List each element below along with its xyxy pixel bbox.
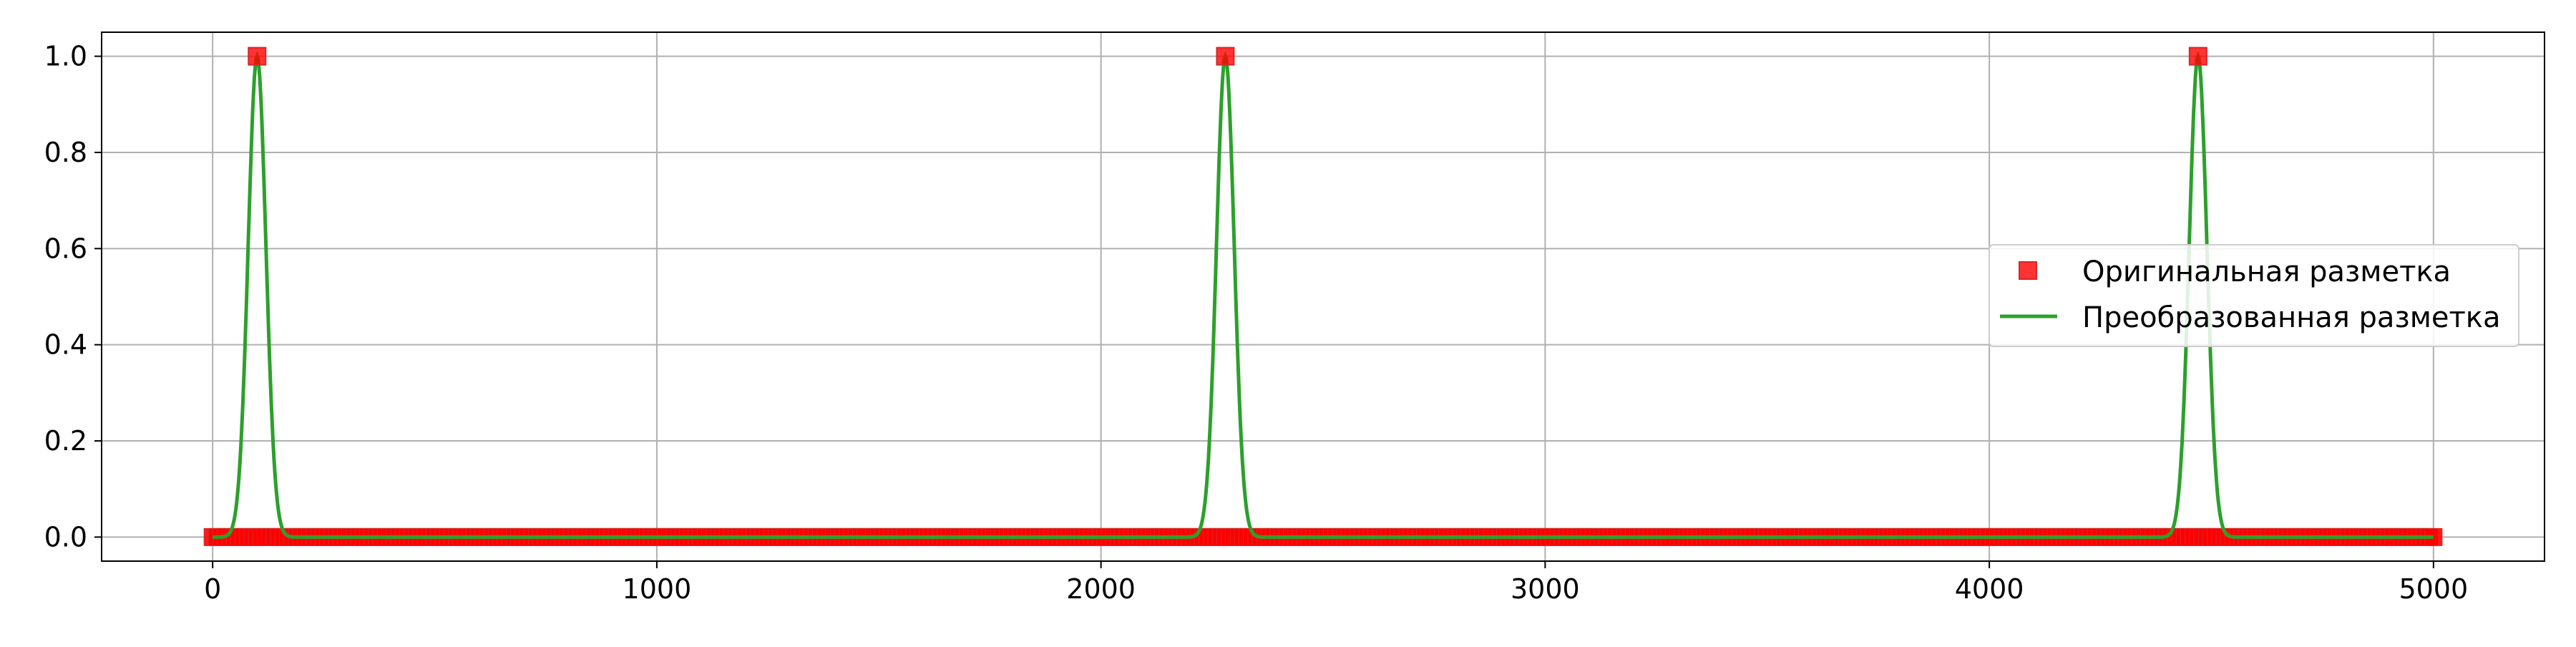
original-markers-peaks bbox=[248, 47, 2207, 66]
x-tick-label: 2000 bbox=[1066, 573, 1136, 605]
legend: Оригинальная разметка Преобразованная ра… bbox=[1989, 244, 2519, 347]
y-tick-label: 0.6 bbox=[44, 233, 87, 264]
x-tick-label: 1000 bbox=[623, 573, 692, 605]
plot-frame bbox=[101, 31, 2545, 562]
y-tick-label: 0.0 bbox=[44, 521, 87, 553]
transformed-line bbox=[213, 51, 2434, 539]
y-tick-label: 0.2 bbox=[44, 425, 87, 457]
legend-marker-square-icon bbox=[2019, 261, 2037, 280]
original-peak-marker bbox=[1216, 47, 1235, 66]
transformed-series bbox=[213, 51, 2434, 539]
y-tick-label: 1.0 bbox=[44, 41, 87, 72]
legend-label-transformed: Преобразованная разметка bbox=[2082, 301, 2500, 334]
x-tick-label: 5000 bbox=[2399, 573, 2468, 605]
x-tick-label: 4000 bbox=[1955, 573, 2024, 605]
y-tick-label: 0.8 bbox=[44, 137, 87, 168]
x-tick-label: 0 bbox=[204, 573, 221, 605]
legend-box bbox=[1989, 244, 2519, 347]
y-tick-label: 0.4 bbox=[44, 329, 87, 361]
axis-ticks: 0 1000 2000 3000 4000 5000 0.0 0.2 0.4 0.6 0.8 1.0 bbox=[44, 41, 2469, 605]
original-peak-marker bbox=[248, 47, 267, 66]
original-peak-marker bbox=[2188, 47, 2207, 66]
x-tick-label: 3000 bbox=[1511, 573, 1580, 605]
legend-label-original: Оригинальная разметка bbox=[2082, 256, 2451, 288]
